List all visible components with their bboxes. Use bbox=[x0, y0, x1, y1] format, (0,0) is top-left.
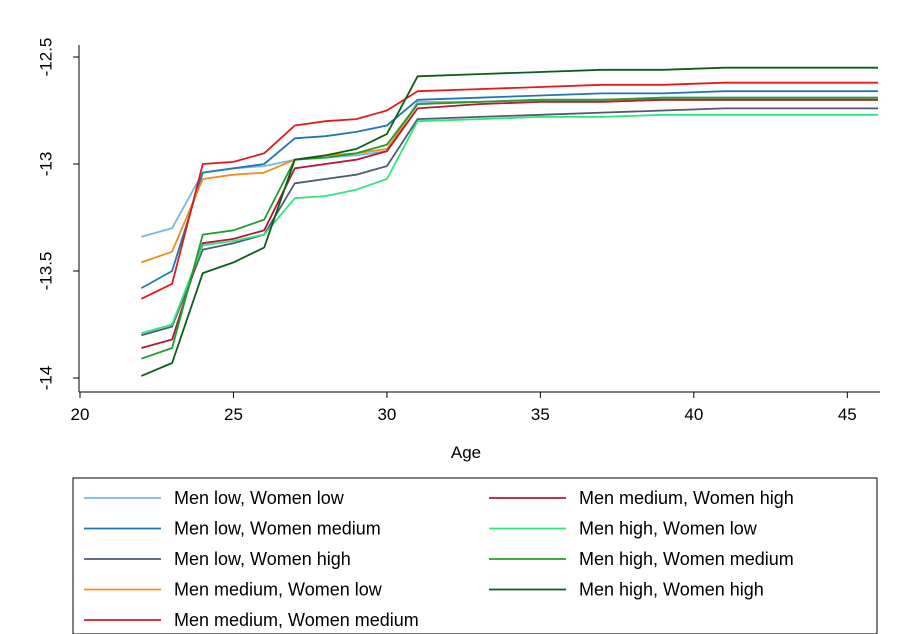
legend-label: Men low, Women high bbox=[174, 549, 351, 569]
y-tick-label: -13 bbox=[36, 152, 55, 177]
series-line bbox=[141, 96, 878, 360]
series-line bbox=[140, 90, 878, 289]
x-axis-title: Age bbox=[451, 443, 481, 462]
legend: Men low, Women low Men low, Women medium M… bbox=[72, 477, 878, 634]
legend-label: Men medium, Women medium bbox=[174, 610, 419, 630]
series-line bbox=[141, 107, 878, 337]
series-line bbox=[141, 98, 878, 349]
x-axis-ticks: 20 25 30 35 40 45 bbox=[71, 392, 857, 424]
x-tick-label: 30 bbox=[377, 405, 396, 424]
legend-box bbox=[72, 477, 878, 634]
series-line bbox=[141, 81, 878, 300]
legend-label: Men low, Women medium bbox=[174, 519, 381, 539]
y-tick-label: -12.5 bbox=[36, 38, 55, 77]
legend-label: Men medium, Women low bbox=[174, 580, 383, 600]
legend-label: Men high, Women high bbox=[579, 580, 764, 600]
plot-lines bbox=[140, 66, 878, 377]
legend-label: Men medium, Women high bbox=[579, 488, 794, 508]
x-tick-label: 20 bbox=[71, 405, 90, 424]
x-tick-label: 45 bbox=[838, 405, 857, 424]
legend-label: Men high, Women medium bbox=[579, 549, 794, 569]
x-tick-label: 40 bbox=[684, 405, 703, 424]
y-tick-label: -14 bbox=[36, 366, 55, 391]
x-tick-label: 25 bbox=[224, 405, 243, 424]
y-tick-label: -13.5 bbox=[36, 252, 55, 291]
series-line bbox=[141, 113, 878, 334]
series-line bbox=[141, 66, 878, 377]
legend-label: Men low, Women low bbox=[174, 488, 345, 508]
y-axis-ticks: -14 -13.5 -13 -12.5 bbox=[36, 38, 79, 391]
legend-label: Men high, Women low bbox=[579, 519, 758, 539]
x-tick-label: 35 bbox=[531, 405, 550, 424]
